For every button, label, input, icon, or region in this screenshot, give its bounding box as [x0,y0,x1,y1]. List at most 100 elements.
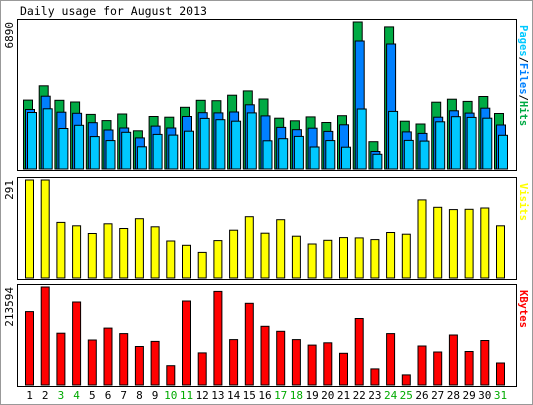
bar-pages-31 [498,134,508,170]
bar-pages-3 [58,128,69,170]
bar-pages-18 [293,135,304,170]
x-tick-label: 6 [105,389,112,402]
bar-pages-19 [309,146,320,170]
bar-pages-21 [341,146,351,170]
bar-visits-29 [464,208,474,279]
series-pages [27,108,508,170]
bar-visits-23 [370,239,380,279]
x-tick-label: 8 [136,389,143,402]
bar-kbytes-31 [496,362,505,386]
bar-visits-11 [182,244,191,279]
x-tick-label: 17 [274,389,287,402]
bar-visits-5 [87,233,97,279]
bar-kbytes-17 [276,330,286,386]
bar-kbytes-8 [134,346,144,386]
bar-visits-9 [150,226,160,279]
bar-visits-2 [40,179,50,279]
x-tick-label: 9 [152,389,159,402]
panel-hits: 6890 Pages/Files/Hits [3,19,529,171]
bar-pages-4 [74,124,85,170]
bar-visits-24 [386,232,396,279]
panel-visits: 291 Visits [3,177,529,280]
bar-pages-15 [246,112,257,170]
chart-title: Daily usage for August 2013 [20,4,207,18]
bar-kbytes-21 [339,352,348,386]
x-tick-label: 4 [73,389,80,402]
bar-visits-28 [448,209,458,279]
x-tick-label: 3 [58,389,65,402]
bar-kbytes-26 [417,345,427,386]
bar-kbytes-6 [103,327,113,386]
x-tick-label: 23 [368,389,381,402]
bar-kbytes-13 [213,290,223,386]
bar-kbytes-15 [244,302,254,386]
y-max-label: 291 [3,180,16,200]
bar-visits-26 [417,199,427,279]
bar-kbytes-29 [464,351,474,386]
bar-kbytes-24 [386,333,396,386]
x-tick-label: 30 [478,389,491,402]
series-visits [25,179,505,279]
side-legend-part: Pages [517,25,529,57]
bar-pages-2 [42,108,53,170]
side-legend-part: Hits [517,101,529,126]
side-legend-part: Files [517,63,529,95]
x-tick-label: 19 [305,389,318,402]
x-tick-label: 2 [42,389,49,402]
bar-pages-11 [184,130,194,170]
x-tick-label: 28 [447,389,460,402]
side-legend-part: Visits [517,183,529,221]
bar-pages-29 [466,116,477,170]
bar-kbytes-25 [401,374,411,386]
x-tick-label: 7 [120,389,127,402]
bar-pages-10 [168,134,179,170]
bar-kbytes-10 [166,365,176,386]
bar-pages-8 [136,146,147,170]
side-legend-visits: Visits [517,183,529,221]
bar-visits-3 [56,221,66,279]
bar-kbytes-16 [260,325,270,386]
bar-pages-6 [105,140,116,170]
panel-kbytes: 213594 KBytes [3,284,529,387]
bar-visits-14 [229,229,239,279]
bar-visits-20 [323,239,333,279]
bar-pages-23 [372,153,383,170]
x-tick-label: 1 [26,389,33,402]
bar-pages-27 [435,121,446,170]
side-legend-hits: Pages/Files/Hits [517,25,529,126]
x-tick-label: 25 [400,389,413,402]
x-tick-label: 31 [494,389,507,402]
bar-visits-10 [166,240,176,279]
side-legend-part: / [517,95,529,101]
bar-pages-17 [278,138,289,170]
x-tick-label: 21 [337,389,350,402]
bar-kbytes-18 [291,339,301,386]
bar-kbytes-1 [25,311,34,386]
side-legend-part: / [517,57,529,63]
bar-kbytes-20 [323,342,333,386]
series-kbytes [25,286,505,386]
bar-pages-26 [419,140,430,170]
bar-visits-8 [134,218,144,279]
y-max-label: 6890 [3,22,16,49]
bar-kbytes-11 [182,300,191,386]
bar-visits-12 [197,251,207,279]
bar-pages-30 [482,117,493,170]
side-legend-part: KBytes [517,290,529,328]
bar-visits-27 [433,206,443,279]
bar-visits-21 [339,237,348,279]
bar-pages-22 [356,108,367,170]
bar-visits-17 [276,219,286,279]
bar-kbytes-28 [448,334,458,386]
bar-kbytes-12 [197,352,207,386]
bar-pages-13 [215,119,226,170]
x-tick-label: 14 [227,389,241,402]
bar-pages-20 [325,140,336,170]
x-tick-label: 26 [415,389,428,402]
x-tick-label: 29 [462,389,475,402]
bar-kbytes-3 [56,332,66,386]
bar-kbytes-27 [433,351,443,386]
bar-pages-9 [152,133,163,170]
